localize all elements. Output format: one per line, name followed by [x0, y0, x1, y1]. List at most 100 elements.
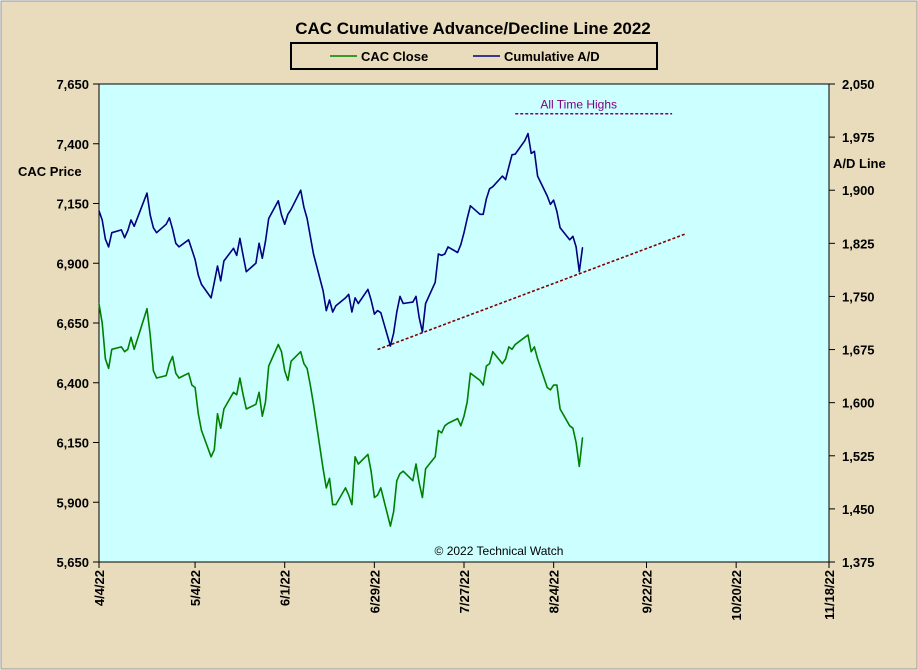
y-axis-left: 5,650 5,900 6,150 6,400 6,650 6,900 7,150 7,400…	[56, 77, 99, 570]
data-point-cumulative-a-d	[284, 223, 286, 225]
data-point-cumulative-a-d	[344, 297, 347, 299]
data-point-cumulative-a-d	[277, 200, 279, 202]
data-point-cumulative-a-d	[216, 265, 219, 267]
annotations: All Time Highs	[377, 98, 686, 351]
data-point-cac-close	[168, 363, 170, 365]
data-point-cac-close	[348, 494, 350, 496]
data-point-cumulative-a-d	[220, 280, 222, 282]
data-point-cumulative-a-d	[501, 175, 503, 177]
data-point-cac-close	[239, 377, 241, 379]
data-point-cumulative-a-d	[489, 188, 491, 190]
data-point-cumulative-a-d	[127, 230, 129, 232]
data-point-cac-close	[447, 422, 449, 424]
data-point-cac-close	[402, 470, 404, 472]
data-point-cumulative-a-d	[351, 311, 353, 313]
data-point-cumulative-a-d	[492, 186, 494, 188]
data-point-cumulative-a-d	[120, 229, 122, 231]
data-point-cumulative-a-d	[434, 281, 436, 283]
data-point-cumulative-a-d	[309, 235, 311, 237]
data-point-cac-close	[572, 427, 574, 429]
data-point-cumulative-a-d	[396, 311, 398, 313]
data-point-cumulative-a-d	[508, 166, 510, 168]
data-point-cumulative-a-d	[415, 295, 417, 297]
data-point-cumulative-a-d	[425, 302, 427, 305]
data-point-cumulative-a-d	[197, 274, 199, 276]
x-tick-label: 5/4/22	[188, 570, 203, 606]
data-point-cumulative-a-d	[261, 257, 263, 259]
data-point-cumulative-a-d	[412, 301, 414, 303]
data-point-cac-close	[367, 453, 369, 455]
data-point-cac-close	[127, 348, 129, 350]
data-point-cumulative-a-d	[328, 299, 331, 301]
x-tick-label: 8/24/22	[547, 570, 562, 613]
data-point-cac-close	[549, 389, 552, 391]
data-point-cumulative-a-d	[239, 237, 241, 239]
data-point-cumulative-a-d	[524, 140, 526, 142]
data-point-cac-close	[130, 336, 132, 338]
data-point-cac-close	[425, 468, 427, 470]
data-point-cumulative-a-d	[312, 253, 315, 255]
data-point-cumulative-a-d	[168, 217, 170, 219]
data-point-cumulative-a-d	[421, 331, 423, 333]
data-point-cumulative-a-d	[104, 238, 106, 240]
data-point-cumulative-a-d	[268, 217, 270, 220]
y-left-tick-label: 5,900	[56, 495, 89, 510]
data-point-cac-close	[511, 348, 513, 350]
data-point-cumulative-a-d	[441, 254, 443, 256]
data-point-cumulative-a-d	[264, 240, 267, 242]
data-point-cac-close	[104, 358, 106, 360]
x-tick-label: 9/22/22	[640, 570, 655, 613]
copyright-note: © 2022 Technical Watch	[435, 544, 564, 558]
data-point-cac-close	[108, 367, 110, 369]
data-point-cumulative-a-d	[393, 332, 395, 334]
data-point-cac-close	[328, 477, 331, 479]
data-point-cac-close	[220, 427, 222, 429]
data-point-cumulative-a-d	[348, 293, 350, 295]
data-point-cac-close	[559, 408, 561, 410]
data-point-cac-close	[354, 456, 356, 458]
data-point-cac-close	[418, 482, 420, 484]
data-point-cumulative-a-d	[98, 210, 100, 212]
data-point-cac-close	[575, 441, 577, 444]
data-point-cumulative-a-d	[332, 311, 334, 313]
data-point-cac-close	[569, 425, 571, 427]
data-point-cumulative-a-d	[380, 312, 382, 314]
data-point-cac-close	[444, 425, 446, 427]
data-point-cac-close	[194, 386, 196, 389]
data-point-cumulative-a-d	[306, 217, 308, 220]
y-right-tick-label: 1,600	[842, 396, 875, 411]
data-point-cumulative-a-d	[578, 271, 580, 273]
data-point-cumulative-a-d	[373, 313, 375, 315]
data-point-cac-close	[351, 504, 353, 506]
y-right-tick-label: 1,525	[842, 449, 875, 464]
y-left-tick-label: 5,650	[56, 555, 89, 570]
data-point-cac-close	[284, 370, 286, 372]
all-time-highs-label: All Time Highs	[540, 98, 617, 112]
data-point-cac-close	[457, 418, 459, 420]
data-point-cac-close	[437, 429, 439, 432]
data-point-cac-close	[505, 358, 507, 360]
data-point-cac-close	[508, 346, 510, 348]
data-point-cac-close	[188, 372, 190, 374]
data-point-cac-close	[556, 384, 558, 386]
data-point-cac-close	[175, 372, 177, 374]
data-point-cumulative-a-d	[223, 260, 225, 262]
data-point-cac-close	[421, 496, 423, 499]
data-point-cac-close	[200, 429, 203, 432]
data-point-cumulative-a-d	[300, 189, 302, 191]
data-point-cac-close	[111, 348, 113, 350]
data-point-cumulative-a-d	[322, 290, 324, 292]
data-point-cumulative-a-d	[149, 214, 151, 216]
data-point-cumulative-a-d	[485, 198, 487, 200]
data-point-cumulative-a-d	[553, 199, 555, 201]
data-point-cumulative-a-d	[172, 228, 174, 230]
data-point-cumulative-a-d	[377, 310, 379, 312]
data-point-cac-close	[479, 379, 481, 381]
data-point-cac-close	[309, 384, 311, 386]
data-point-cumulative-a-d	[280, 214, 283, 216]
data-point-cumulative-a-d	[108, 246, 110, 248]
data-point-cac-close	[412, 480, 414, 482]
data-point-cumulative-a-d	[447, 246, 449, 248]
y-left-tick-label: 6,650	[56, 316, 89, 331]
